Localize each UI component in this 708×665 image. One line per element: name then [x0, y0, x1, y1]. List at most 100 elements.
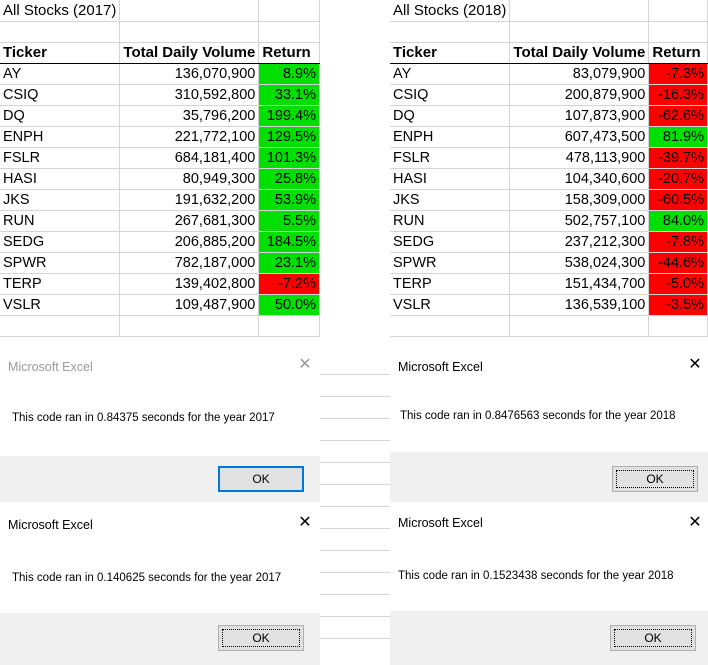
- return-cell[interactable]: -16.3%: [648, 84, 708, 106]
- volume-cell[interactable]: 191,632,200: [119, 189, 260, 211]
- volume-cell[interactable]: 607,473,500: [509, 126, 650, 148]
- cell[interactable]: [648, 0, 708, 22]
- return-cell[interactable]: 50.0%: [258, 294, 320, 316]
- cell[interactable]: [390, 315, 511, 337]
- return-cell[interactable]: 84.0%: [648, 210, 708, 232]
- ticker-cell[interactable]: VSLR: [0, 294, 121, 316]
- ticker-cell[interactable]: SPWR: [390, 252, 511, 274]
- volume-cell[interactable]: 83,079,900: [509, 63, 650, 85]
- volume-cell[interactable]: 221,772,100: [119, 126, 260, 148]
- volume-cell[interactable]: 206,885,200: [119, 231, 260, 253]
- volume-cell[interactable]: 107,873,900: [509, 105, 650, 127]
- ok-button[interactable]: OK: [218, 625, 304, 651]
- ticker-cell[interactable]: JKS: [390, 189, 511, 211]
- ticker-cell[interactable]: AY: [0, 63, 121, 85]
- volume-cell[interactable]: 151,434,700: [509, 273, 650, 295]
- cell[interactable]: [258, 21, 320, 43]
- cell[interactable]: [0, 315, 121, 337]
- return-cell[interactable]: -7.3%: [648, 63, 708, 85]
- ticker-cell[interactable]: CSIQ: [0, 84, 121, 106]
- close-icon[interactable]: ✕: [298, 514, 312, 531]
- ok-button[interactable]: OK: [612, 466, 698, 492]
- cell[interactable]: [258, 0, 320, 22]
- header-return[interactable]: Return: [648, 42, 708, 64]
- return-cell[interactable]: -44.6%: [648, 252, 708, 274]
- ticker-cell[interactable]: JKS: [0, 189, 121, 211]
- header-ticker[interactable]: Ticker: [0, 42, 121, 64]
- ok-button[interactable]: OK: [218, 466, 304, 492]
- ok-button[interactable]: OK: [610, 625, 696, 651]
- volume-cell[interactable]: 478,113,900: [509, 147, 650, 169]
- ticker-cell[interactable]: SPWR: [0, 252, 121, 274]
- close-icon[interactable]: ✕: [298, 356, 312, 373]
- ticker-cell[interactable]: TERP: [0, 273, 121, 295]
- cell[interactable]: [509, 315, 650, 337]
- close-icon[interactable]: ✕: [688, 356, 702, 373]
- return-cell[interactable]: -3.5%: [648, 294, 708, 316]
- volume-cell[interactable]: 502,757,100: [509, 210, 650, 232]
- return-cell[interactable]: 53.9%: [258, 189, 320, 211]
- cell[interactable]: [119, 21, 260, 43]
- volume-cell[interactable]: 104,340,600: [509, 168, 650, 190]
- ticker-cell[interactable]: DQ: [390, 105, 511, 127]
- ticker-cell[interactable]: RUN: [0, 210, 121, 232]
- close-icon[interactable]: ✕: [688, 514, 702, 531]
- return-cell[interactable]: -62.6%: [648, 105, 708, 127]
- volume-cell[interactable]: 782,187,000: [119, 252, 260, 274]
- return-cell[interactable]: 184.5%: [258, 231, 320, 253]
- cell[interactable]: [509, 0, 650, 22]
- ticker-cell[interactable]: HASI: [0, 168, 121, 190]
- volume-cell[interactable]: 267,681,300: [119, 210, 260, 232]
- header-return[interactable]: Return: [258, 42, 320, 64]
- sheet-title[interactable]: All Stocks (2017): [0, 0, 121, 22]
- return-cell[interactable]: 33.1%: [258, 84, 320, 106]
- return-cell[interactable]: 101.3%: [258, 147, 320, 169]
- return-cell[interactable]: 129.5%: [258, 126, 320, 148]
- ticker-cell[interactable]: AY: [390, 63, 511, 85]
- ticker-cell[interactable]: HASI: [390, 168, 511, 190]
- ticker-cell[interactable]: SEDG: [390, 231, 511, 253]
- return-cell[interactable]: -60.5%: [648, 189, 708, 211]
- return-cell[interactable]: 81.9%: [648, 126, 708, 148]
- header-volume[interactable]: Total Daily Volume: [119, 42, 260, 64]
- return-cell[interactable]: 8.9%: [258, 63, 320, 85]
- volume-cell[interactable]: 237,212,300: [509, 231, 650, 253]
- volume-cell[interactable]: 200,879,900: [509, 84, 650, 106]
- volume-cell[interactable]: 310,592,800: [119, 84, 260, 106]
- return-cell[interactable]: -20.7%: [648, 168, 708, 190]
- cell[interactable]: [509, 21, 650, 43]
- volume-cell[interactable]: 139,402,800: [119, 273, 260, 295]
- volume-cell[interactable]: 684,181,400: [119, 147, 260, 169]
- return-cell[interactable]: 23.1%: [258, 252, 320, 274]
- ticker-cell[interactable]: VSLR: [390, 294, 511, 316]
- ticker-cell[interactable]: FSLR: [390, 147, 511, 169]
- volume-cell[interactable]: 109,487,900: [119, 294, 260, 316]
- volume-cell[interactable]: 136,070,900: [119, 63, 260, 85]
- return-cell[interactable]: -7.8%: [648, 231, 708, 253]
- ticker-cell[interactable]: CSIQ: [390, 84, 511, 106]
- ticker-cell[interactable]: RUN: [390, 210, 511, 232]
- volume-cell[interactable]: 35,796,200: [119, 105, 260, 127]
- header-volume[interactable]: Total Daily Volume: [509, 42, 650, 64]
- return-cell[interactable]: -39.7%: [648, 147, 708, 169]
- return-cell[interactable]: 199.4%: [258, 105, 320, 127]
- ticker-cell[interactable]: ENPH: [0, 126, 121, 148]
- volume-cell[interactable]: 158,309,000: [509, 189, 650, 211]
- cell[interactable]: [119, 315, 260, 337]
- return-cell[interactable]: 5.5%: [258, 210, 320, 232]
- header-ticker[interactable]: Ticker: [390, 42, 511, 64]
- cell[interactable]: [0, 21, 121, 43]
- cell[interactable]: [648, 315, 708, 337]
- volume-cell[interactable]: 538,024,300: [509, 252, 650, 274]
- cell[interactable]: [648, 21, 708, 43]
- return-cell[interactable]: -5.0%: [648, 273, 708, 295]
- ticker-cell[interactable]: TERP: [390, 273, 511, 295]
- ticker-cell[interactable]: SEDG: [0, 231, 121, 253]
- cell[interactable]: [258, 315, 320, 337]
- sheet-title[interactable]: All Stocks (2018): [390, 0, 511, 22]
- ticker-cell[interactable]: DQ: [0, 105, 121, 127]
- return-cell[interactable]: -7.2%: [258, 273, 320, 295]
- ticker-cell[interactable]: ENPH: [390, 126, 511, 148]
- volume-cell[interactable]: 136,539,100: [509, 294, 650, 316]
- cell[interactable]: [119, 0, 260, 22]
